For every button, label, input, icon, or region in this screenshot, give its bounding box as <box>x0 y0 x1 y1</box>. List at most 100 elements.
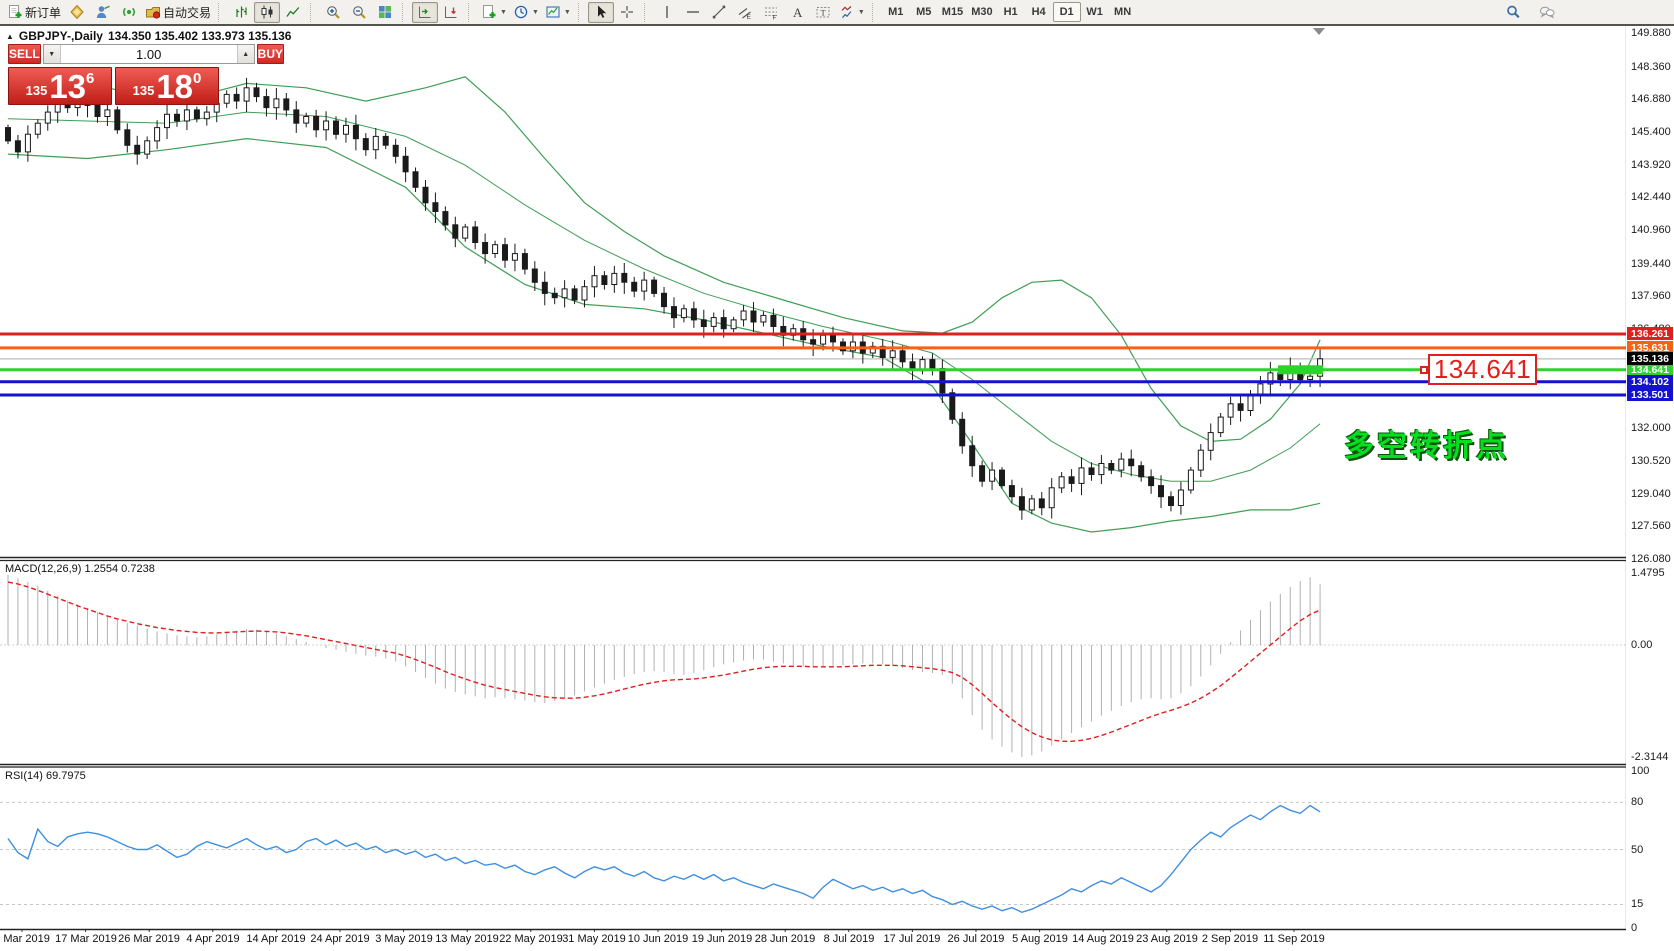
text-tool-button[interactable]: A <box>784 2 810 23</box>
sell-price-display[interactable]: 135 13 6 <box>8 67 112 105</box>
trendline-tool-button[interactable] <box>706 2 732 23</box>
date-tick-label: 31 May 2019 <box>562 933 626 945</box>
crosshair-tool-button[interactable] <box>614 2 640 23</box>
line-chart-button[interactable] <box>280 2 306 23</box>
text-icon: A <box>793 5 803 20</box>
trendline-icon <box>712 5 726 19</box>
toolbar-right-group <box>1500 2 1670 23</box>
main-chart-canvas[interactable] <box>0 26 1626 558</box>
rsi-panel-canvas[interactable] <box>0 768 1626 928</box>
buy-price-display[interactable]: 135 18 0 <box>115 67 219 105</box>
tile-windows-button[interactable] <box>372 2 398 23</box>
chat-button[interactable] <box>1534 2 1560 23</box>
chart-shift-button[interactable] <box>412 1 439 23</box>
search-icon <box>1507 5 1520 19</box>
price-tick-label: 142.440 <box>1631 191 1671 203</box>
date-tick-label: 2 Sep 2019 <box>1201 933 1259 945</box>
hline-icon <box>686 11 699 13</box>
svg-text:E: E <box>746 14 751 21</box>
buy-price-pip: 0 <box>193 70 202 87</box>
timeframe-h4-button[interactable]: H4 <box>1031 6 1046 18</box>
rsi-scale-label: 0 <box>1631 922 1638 934</box>
date-tick-label: 14 Apr 2019 <box>246 933 306 945</box>
timeframe-m30-button[interactable]: M30 <box>971 6 993 18</box>
auto-scroll-icon <box>445 6 457 18</box>
price-flag-anchor <box>1420 366 1428 374</box>
price-level-axis-flag: 134.102 <box>1627 375 1673 388</box>
price-level-axis-flag: 133.501 <box>1627 388 1673 401</box>
new-order-menu-button[interactable]: ▼ <box>478 2 510 23</box>
price-tick-label: 145.400 <box>1631 126 1671 138</box>
buy-price-big: 18 <box>156 68 194 105</box>
date-tick-label: 26 Jul 2019 <box>947 933 1005 945</box>
date-tick-label: 28 Jun 2019 <box>754 933 816 945</box>
rsi-scale-label: 80 <box>1631 796 1644 808</box>
vertical-line-tool-button[interactable] <box>654 2 680 23</box>
timeframe-m1-button[interactable]: M1 <box>888 6 904 18</box>
vline-icon <box>666 6 668 18</box>
chart-shift-icon <box>419 6 431 18</box>
equidistant-channel-tool-button[interactable]: E <box>732 2 758 23</box>
auto-scroll-button[interactable] <box>438 2 464 23</box>
timeframe-m5-button[interactable]: M5 <box>916 6 932 18</box>
metaeditor-button[interactable] <box>64 2 90 23</box>
chat-icon <box>1539 6 1555 19</box>
zoom-out-button[interactable] <box>346 2 372 23</box>
price-tick-label: 139.440 <box>1631 258 1671 270</box>
date-tick-label: 3 May 2019 <box>375 933 433 945</box>
macd-panel-canvas[interactable] <box>0 561 1626 764</box>
sell-price-base: 135 <box>25 83 48 98</box>
cursor-tool-button[interactable] <box>587 1 614 23</box>
periods-menu-button[interactable]: ▼ <box>510 2 542 23</box>
timeframe-w1-button[interactable]: W1 <box>1086 6 1103 18</box>
price-level-axis-flag: 135.631 <box>1627 341 1673 354</box>
toolbar-separator <box>643 2 650 22</box>
date-tick-label: 10 Jun 2019 <box>627 933 689 945</box>
candlestick-chart-button[interactable] <box>254 1 281 23</box>
date-tick-label: 5 Aug 2019 <box>1012 933 1068 945</box>
rsi-scale-label: 15 <box>1631 898 1644 910</box>
chart-title: ▲ GBPJPY-,Daily 134.350 135.402 133.973 … <box>6 29 291 43</box>
annotation-text: 多空转折点 <box>1344 430 1509 463</box>
horizontal-line-tool-button[interactable] <box>680 2 706 23</box>
search-button[interactable] <box>1500 2 1526 23</box>
macd-indicator-label: MACD(12,26,9) 1.2554 0.7238 <box>5 563 155 575</box>
bar-chart-button[interactable] <box>228 2 254 23</box>
sell-button[interactable]: SELL <box>8 44 41 64</box>
fibonacci-icon: F <box>764 7 777 20</box>
date-tick-label: 13 May 2019 <box>435 933 499 945</box>
fibonacci-tool-button[interactable]: F <box>758 2 784 23</box>
volume-input[interactable] <box>60 45 237 63</box>
current-price-axis-flag: 135.136 <box>1627 352 1673 365</box>
price-axis[interactable]: 149.880 148.360 146.880 145.400 143.920 142.4… <box>1626 26 1674 934</box>
autotrading-button[interactable]: 自动交易 <box>142 2 214 23</box>
signals-button[interactable] <box>116 2 142 23</box>
toolbar-separator <box>402 2 408 22</box>
macd-scale-label: 0.00 <box>1631 639 1653 651</box>
new-order-button[interactable]: 新订单 <box>4 2 64 23</box>
market-watch-button[interactable] <box>90 2 116 23</box>
volume-increase-button[interactable]: ▲ <box>236 45 254 63</box>
one-click-trading-panel: SELL ▼ ▲ BUY 135 13 6 135 18 0 <box>8 44 285 105</box>
timeframe-h1-button[interactable]: H1 <box>1003 6 1018 18</box>
market-watch-icon <box>96 5 110 18</box>
buy-button[interactable]: BUY <box>256 44 285 64</box>
text-label-tool-button[interactable]: T <box>810 2 836 23</box>
timeframe-mn-button[interactable]: MN <box>1114 6 1132 18</box>
arrows-tool-button[interactable]: ▼ <box>836 2 868 23</box>
timeframe-d1-button[interactable]: D1 <box>1052 2 1081 22</box>
collapse-panel-icon[interactable]: ▲ <box>6 31 14 41</box>
autotrading-icon <box>146 7 161 19</box>
price-tick-label: 148.360 <box>1631 61 1671 73</box>
price-tick-label: 149.880 <box>1631 27 1671 39</box>
toolbar-separator <box>871 2 878 22</box>
templates-menu-button[interactable]: ▼ <box>542 2 574 23</box>
zoom-in-button[interactable] <box>320 2 346 23</box>
volume-decrease-button[interactable]: ▼ <box>43 45 61 63</box>
timeframe-m15-button[interactable]: M15 <box>941 6 964 18</box>
toolbar-separator <box>218 2 224 22</box>
svg-text:A: A <box>793 5 803 20</box>
zoom-in-icon <box>327 6 340 19</box>
